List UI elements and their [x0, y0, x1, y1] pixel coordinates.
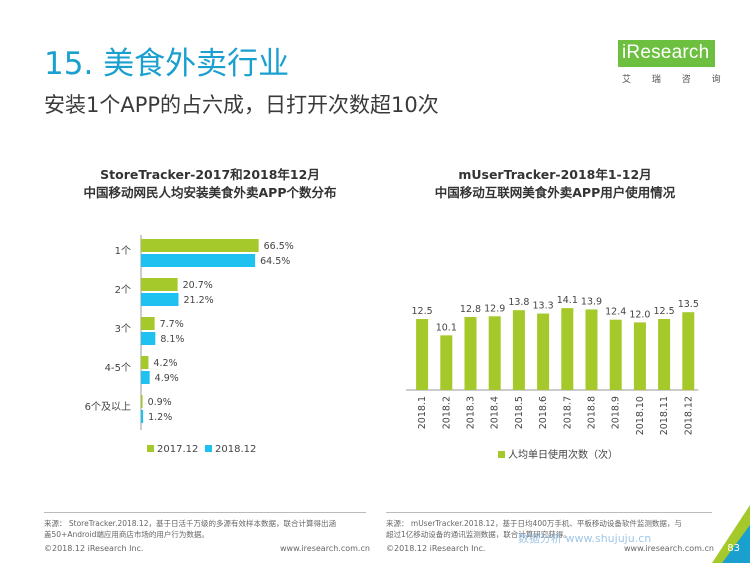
- bar-2018.12: [141, 410, 144, 423]
- category-label: 2018.4: [490, 396, 501, 429]
- right-chart-title: mUserTracker-2018年1-12月 中国移动互联网美食外卖APP用户…: [400, 166, 710, 202]
- left-source-line2: 盖50+Android端应用商店市场的用户行为数据。: [44, 530, 209, 539]
- right-chart-title-line2: 中国移动互联网美食外卖APP用户使用情况: [434, 185, 676, 200]
- data-label: 20.7%: [183, 280, 213, 291]
- data-label: 12.0: [629, 309, 650, 320]
- category-label: 2018.6: [538, 396, 549, 429]
- daily-usage-bar-chart: 12.5 2018.1 10.1 2018.2 12.8 2018.3 12.9 2018.4…: [406, 295, 699, 461]
- bar-usage: [609, 319, 622, 390]
- bar-2017.12: [141, 239, 259, 252]
- data-label: 21.2%: [184, 295, 214, 306]
- data-label: 1.2%: [148, 412, 172, 423]
- right-source-line2: 超过1亿移动设备的通讯监测数据，联合计算研究获得。: [386, 530, 571, 539]
- category-label: 2018.8: [587, 396, 598, 429]
- legend-swatch: [147, 445, 154, 452]
- bar-usage: [416, 319, 429, 390]
- bar-2017.12: [141, 317, 155, 330]
- logo-brand: iResearch: [618, 40, 716, 67]
- data-label: 13.3: [533, 301, 554, 312]
- category-label: 2018.9: [611, 396, 622, 429]
- category-label: 2018.11: [659, 396, 670, 435]
- category-label: 2018.10: [635, 396, 646, 435]
- right-website-link[interactable]: www.iresearch.com.cn: [624, 544, 714, 553]
- data-label: 12.9: [484, 303, 505, 314]
- category-label: 1个: [115, 245, 131, 257]
- right-source-line1: 来源： mUserTracker.2018.12，基于日均400万手机、平板移动…: [386, 519, 682, 528]
- left-chart-title: StoreTracker-2017和2018年12月 中国移动网民人均安装美食外…: [40, 166, 380, 202]
- legend-label: 2017.12: [157, 444, 198, 455]
- category-label: 3个: [115, 323, 131, 335]
- category-label: 4-5个: [105, 362, 131, 374]
- bar-2017.12: [141, 356, 149, 369]
- data-label: 14.1: [557, 295, 578, 306]
- right-chart-title-line1: mUserTracker-2018年1-12月: [458, 167, 652, 182]
- left-source-line1: 来源： StoreTracker.2018.12，基于日活千万级的多源有效样本数…: [44, 519, 336, 528]
- data-label: 66.5%: [264, 241, 294, 252]
- bar-2018.12: [141, 371, 150, 384]
- bar-usage: [488, 316, 501, 390]
- data-label: 12.4: [605, 307, 626, 318]
- bar-2017.12: [141, 395, 143, 408]
- bar-2017.12: [141, 278, 178, 291]
- logo-subtitle: 艾 瑞 咨 询: [622, 75, 730, 85]
- iresearch-logo: iResearch 艾 瑞 咨 询: [618, 40, 721, 90]
- bar-2018.12: [141, 254, 256, 267]
- category-label: 6个及以上: [85, 401, 131, 413]
- legend-label: 人均单日使用次数（次）: [508, 448, 618, 461]
- bar-2018.12: [141, 293, 179, 306]
- left-source-note: 来源： StoreTracker.2018.12，基于日活千万级的多源有效样本数…: [44, 518, 374, 540]
- data-label: 12.5: [412, 306, 433, 317]
- data-label: 12.5: [654, 306, 675, 317]
- data-label: 12.8: [460, 304, 481, 315]
- bar-usage: [561, 308, 574, 390]
- left-chart-title-line1: StoreTracker-2017和2018年12月: [100, 167, 320, 182]
- data-label: 4.9%: [155, 373, 179, 384]
- corner-decoration: [712, 505, 750, 563]
- bar-usage: [682, 312, 695, 390]
- data-label: 7.7%: [160, 319, 184, 330]
- legend-swatch: [498, 451, 505, 458]
- right-source-note: 来源： mUserTracker.2018.12，基于日均400万手机、平板移动…: [386, 518, 716, 540]
- watermark-text: 数据分析 www.shujuju.cn: [518, 532, 652, 545]
- category-label: 2018.1: [417, 396, 428, 429]
- footer-divider-left: [44, 512, 366, 513]
- category-label: 2018.3: [466, 396, 477, 429]
- left-chart-title-line2: 中国移动网民人均安装美食外卖APP个数分布: [83, 185, 337, 200]
- data-label: 13.9: [581, 296, 602, 307]
- bar-2018.12: [141, 332, 156, 345]
- legend-swatch: [205, 445, 212, 452]
- legend-label: 2018.12: [215, 444, 256, 455]
- bar-usage: [633, 322, 646, 390]
- page-number: 83: [727, 543, 740, 554]
- left-website-link[interactable]: www.iresearch.com.cn: [280, 544, 370, 553]
- data-label: 10.1: [436, 322, 457, 333]
- bar-usage: [585, 309, 598, 390]
- bar-usage: [464, 316, 477, 390]
- bar-usage: [658, 319, 671, 390]
- footer-divider-right: [386, 512, 712, 513]
- category-label: 2018.2: [441, 396, 452, 429]
- bar-usage: [537, 313, 550, 390]
- left-copyright: ©2018.12 iResearch Inc.: [44, 544, 144, 553]
- data-label: 0.9%: [148, 397, 172, 408]
- bar-usage: [512, 310, 525, 390]
- page-title: 15. 美食外卖行业: [44, 46, 290, 82]
- page-subtitle: 安装1个APP的占六成，日打开次数超10次: [44, 93, 439, 117]
- data-label: 8.1%: [160, 334, 184, 345]
- data-label: 4.2%: [153, 358, 177, 369]
- category-label: 2018.12: [683, 396, 694, 435]
- right-copyright: ©2018.12 iResearch Inc.: [386, 544, 486, 553]
- bar-usage: [440, 335, 453, 390]
- install-count-bar-chart: 1个 66.5% 64.5% 2个 20.7% 21.2% 3个 7.7% 8.1% 4-5个 4.…: [85, 235, 294, 455]
- data-label: 64.5%: [260, 256, 290, 267]
- data-label: 13.8: [508, 297, 529, 308]
- category-label: 2018.7: [562, 396, 573, 429]
- category-label: 2018.5: [514, 396, 525, 429]
- data-label: 13.5: [678, 299, 699, 310]
- category-label: 2个: [115, 284, 131, 296]
